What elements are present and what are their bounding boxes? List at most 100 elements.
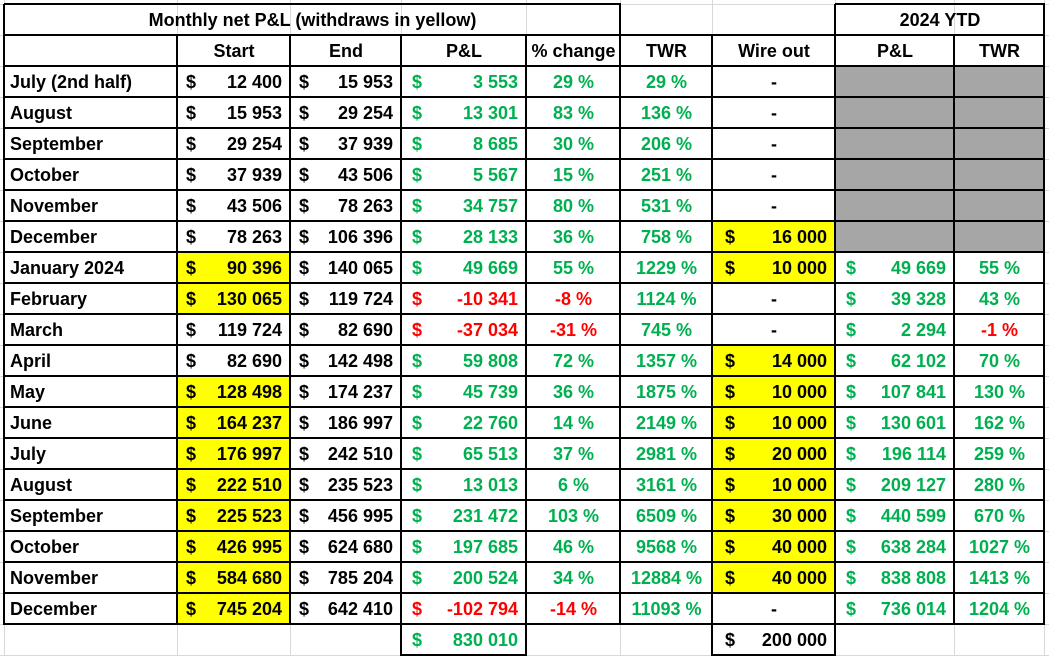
wire-out-cell[interactable]: -: [713, 129, 835, 159]
start-cell[interactable]: $119 724: [178, 315, 290, 345]
wire-out-cell[interactable]: -: [713, 67, 835, 97]
pct-change-cell[interactable]: 36 %: [527, 222, 620, 252]
wire-out-cell[interactable]: -: [713, 284, 835, 314]
wire-out-cell[interactable]: $10 000: [713, 253, 835, 283]
start-cell[interactable]: $82 690: [178, 346, 290, 376]
header-ytd-pl[interactable]: P&L: [836, 36, 954, 66]
ytd-twr-cell[interactable]: -1 %: [955, 315, 1044, 345]
ytd-pl-cell[interactable]: $209 127: [836, 470, 954, 500]
header-end[interactable]: End: [291, 36, 401, 66]
pl-cell[interactable]: $3 553: [402, 67, 526, 97]
ytd-pl-cell-na[interactable]: [836, 191, 954, 221]
wire-out-cell[interactable]: $20 000: [713, 439, 835, 469]
ytd-title[interactable]: 2024 YTD: [836, 5, 1044, 35]
ytd-pl-cell[interactable]: $130 601: [836, 408, 954, 438]
ytd-twr-cell-na[interactable]: [955, 67, 1044, 97]
end-cell[interactable]: $456 995: [291, 501, 401, 531]
end-cell[interactable]: $29 254: [291, 98, 401, 128]
twr-cell[interactable]: 206 %: [621, 129, 712, 159]
total-wire-out-cell[interactable]: $200 000: [713, 625, 835, 655]
twr-cell[interactable]: 6509 %: [621, 501, 712, 531]
pct-change-cell[interactable]: 46 %: [527, 532, 620, 562]
pct-change-cell[interactable]: 36 %: [527, 377, 620, 407]
wire-out-cell[interactable]: -: [713, 315, 835, 345]
pl-cell[interactable]: $22 760: [402, 408, 526, 438]
end-cell[interactable]: $82 690: [291, 315, 401, 345]
ytd-pl-cell[interactable]: $39 328: [836, 284, 954, 314]
start-cell[interactable]: $130 065: [178, 284, 290, 314]
ytd-twr-cell[interactable]: 1027 %: [955, 532, 1044, 562]
end-cell[interactable]: $174 237: [291, 377, 401, 407]
pct-change-cell[interactable]: 30 %: [527, 129, 620, 159]
ytd-pl-cell-na[interactable]: [836, 160, 954, 190]
month-cell[interactable]: May: [5, 377, 177, 407]
month-cell[interactable]: August: [5, 98, 177, 128]
pl-cell[interactable]: $13 013: [402, 470, 526, 500]
start-cell[interactable]: $43 506: [178, 191, 290, 221]
twr-cell[interactable]: 531 %: [621, 191, 712, 221]
pct-change-cell[interactable]: 6 %: [527, 470, 620, 500]
pl-cell[interactable]: $59 808: [402, 346, 526, 376]
end-cell[interactable]: $140 065: [291, 253, 401, 283]
ytd-twr-cell[interactable]: 670 %: [955, 501, 1044, 531]
pl-cell[interactable]: $34 757: [402, 191, 526, 221]
pct-change-cell[interactable]: 37 %: [527, 439, 620, 469]
ytd-pl-cell[interactable]: $736 014: [836, 594, 954, 624]
pct-change-cell[interactable]: 15 %: [527, 160, 620, 190]
start-cell[interactable]: $745 204: [178, 594, 290, 624]
month-cell[interactable]: June: [5, 408, 177, 438]
header-pl[interactable]: P&L: [402, 36, 526, 66]
month-cell[interactable]: July (2nd half): [5, 67, 177, 97]
header-start[interactable]: Start: [178, 36, 290, 66]
wire-out-cell[interactable]: -: [713, 98, 835, 128]
end-cell[interactable]: $242 510: [291, 439, 401, 469]
table-title[interactable]: Monthly net P&L (withdraws in yellow): [5, 5, 620, 35]
twr-cell[interactable]: 251 %: [621, 160, 712, 190]
header-wire-out[interactable]: Wire out: [713, 36, 835, 66]
ytd-twr-cell[interactable]: 1204 %: [955, 594, 1044, 624]
ytd-twr-cell-na[interactable]: [955, 191, 1044, 221]
twr-cell[interactable]: 1357 %: [621, 346, 712, 376]
pl-cell[interactable]: $200 524: [402, 563, 526, 593]
ytd-pl-cell-na[interactable]: [836, 98, 954, 128]
month-cell[interactable]: February: [5, 284, 177, 314]
end-cell[interactable]: $642 410: [291, 594, 401, 624]
pl-cell[interactable]: $13 301: [402, 98, 526, 128]
end-cell[interactable]: $43 506: [291, 160, 401, 190]
pl-cell[interactable]: $197 685: [402, 532, 526, 562]
pl-cell[interactable]: $231 472: [402, 501, 526, 531]
month-cell[interactable]: September: [5, 501, 177, 531]
month-cell[interactable]: September: [5, 129, 177, 159]
month-cell[interactable]: December: [5, 222, 177, 252]
twr-cell[interactable]: 1229 %: [621, 253, 712, 283]
pl-cell[interactable]: $ -37 034: [402, 315, 526, 345]
ytd-pl-cell-na[interactable]: [836, 222, 954, 252]
end-cell[interactable]: $142 498: [291, 346, 401, 376]
ytd-pl-cell-na[interactable]: [836, 129, 954, 159]
pl-cell[interactable]: $49 669: [402, 253, 526, 283]
pl-cell[interactable]: $5 567: [402, 160, 526, 190]
ytd-twr-cell[interactable]: 55 %: [955, 253, 1044, 283]
start-cell[interactable]: $15 953: [178, 98, 290, 128]
wire-out-cell[interactable]: -: [713, 160, 835, 190]
pct-change-cell[interactable]: 29 %: [527, 67, 620, 97]
month-cell[interactable]: November: [5, 191, 177, 221]
month-cell[interactable]: August: [5, 470, 177, 500]
ytd-twr-cell[interactable]: 70 %: [955, 346, 1044, 376]
end-cell[interactable]: $785 204: [291, 563, 401, 593]
ytd-twr-cell[interactable]: 43 %: [955, 284, 1044, 314]
ytd-pl-cell[interactable]: $62 102: [836, 346, 954, 376]
wire-out-cell[interactable]: $10 000: [713, 470, 835, 500]
twr-cell[interactable]: 1875 %: [621, 377, 712, 407]
start-cell[interactable]: $128 498: [178, 377, 290, 407]
ytd-twr-cell[interactable]: 259 %: [955, 439, 1044, 469]
ytd-pl-cell[interactable]: $638 284: [836, 532, 954, 562]
month-cell[interactable]: April: [5, 346, 177, 376]
twr-cell[interactable]: 9568 %: [621, 532, 712, 562]
ytd-pl-cell[interactable]: $49 669: [836, 253, 954, 283]
ytd-pl-cell[interactable]: $440 599: [836, 501, 954, 531]
month-cell[interactable]: October: [5, 160, 177, 190]
wire-out-cell[interactable]: $30 000: [713, 501, 835, 531]
end-cell[interactable]: $235 523: [291, 470, 401, 500]
start-cell[interactable]: $12 400: [178, 67, 290, 97]
